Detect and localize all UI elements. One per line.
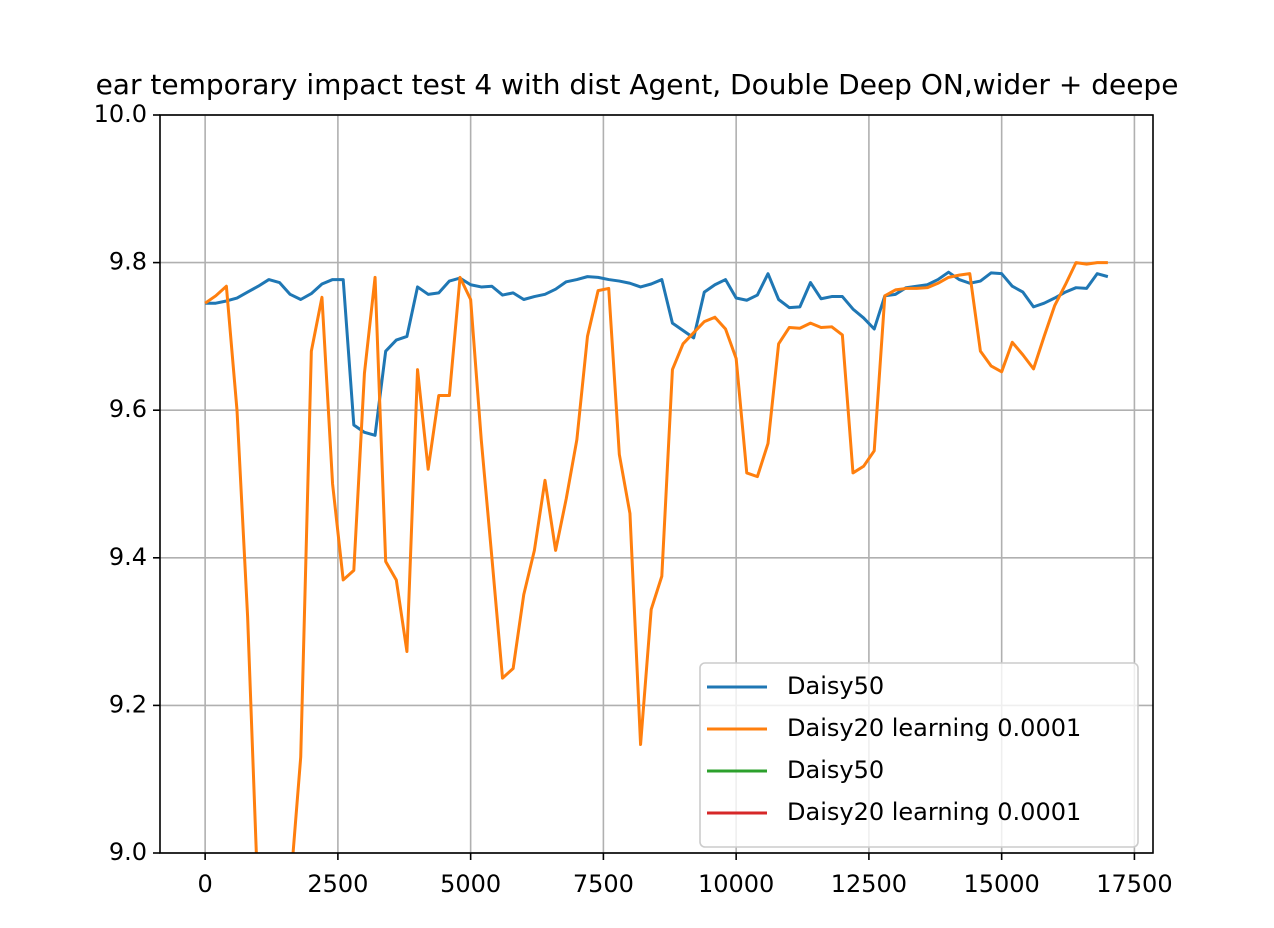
series-line bbox=[205, 270, 1109, 437]
x-tick-label: 5000 bbox=[440, 870, 501, 898]
y-tick-label: 9.8 bbox=[109, 248, 147, 276]
legend-label: Daisy20 learning 0.0001 bbox=[787, 798, 1081, 826]
chart-title: ear temporary impact test 4 with dist Ag… bbox=[96, 68, 1179, 101]
series-line bbox=[204, 261, 1108, 853]
y-tick-label: 9.2 bbox=[109, 690, 147, 718]
y-tick-label: 10.0 bbox=[94, 100, 147, 128]
axes-frame bbox=[159, 114, 1154, 854]
y-tick-label: 9.6 bbox=[109, 395, 147, 423]
legend-label: Daisy50 bbox=[787, 756, 884, 784]
x-tick-label: 7500 bbox=[573, 870, 634, 898]
x-tick-label: 2500 bbox=[307, 870, 368, 898]
y-tick-label: 9.4 bbox=[109, 543, 147, 571]
legend-label: Daisy50 bbox=[787, 672, 884, 700]
legend-label: Daisy20 learning 0.0001 bbox=[787, 714, 1081, 742]
x-tick-label: 0 bbox=[197, 870, 212, 898]
legend-box bbox=[699, 662, 1139, 848]
x-tick-label: 10000 bbox=[698, 870, 774, 898]
plot-lines bbox=[204, 261, 1109, 853]
x-tick-label: 12500 bbox=[831, 870, 907, 898]
y-tick-label: 9.0 bbox=[109, 838, 147, 866]
x-tick-label: 15000 bbox=[963, 870, 1039, 898]
x-tick-label: 17500 bbox=[1096, 870, 1172, 898]
